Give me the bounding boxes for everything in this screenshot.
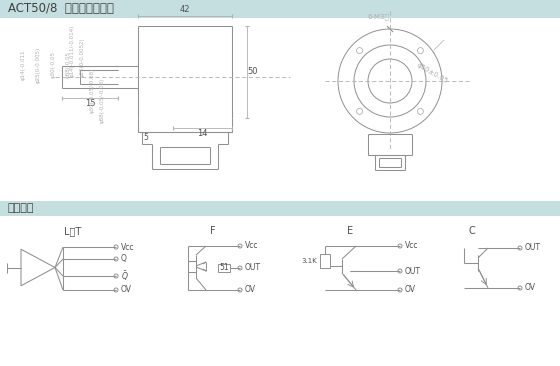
Text: Vcc: Vcc xyxy=(245,242,259,250)
Bar xyxy=(218,264,230,272)
Text: ACT50/8  电缆航插侧出型: ACT50/8 电缆航插侧出型 xyxy=(8,3,114,15)
Bar xyxy=(320,254,330,268)
Text: 5: 5 xyxy=(143,132,148,142)
Text: 42: 42 xyxy=(180,5,190,15)
Text: 15: 15 xyxy=(85,98,95,108)
Text: Vcc: Vcc xyxy=(405,242,418,250)
Text: φ50±0.05: φ50±0.05 xyxy=(416,61,449,84)
Text: 输出电路: 输出电路 xyxy=(8,203,35,213)
Text: L、T: L、T xyxy=(64,226,82,236)
Text: OV: OV xyxy=(121,285,132,295)
Bar xyxy=(0,0,560,18)
Text: OV: OV xyxy=(245,285,256,295)
Text: OUT: OUT xyxy=(525,243,541,253)
Bar xyxy=(0,18,560,201)
Bar xyxy=(0,216,560,366)
Text: $\bar{Q}$: $\bar{Q}$ xyxy=(121,269,129,283)
Text: Q: Q xyxy=(121,254,127,264)
Text: OUT: OUT xyxy=(245,264,261,273)
Text: OUT: OUT xyxy=(405,266,421,276)
Text: φ25(0-0.0052): φ25(0-0.0052) xyxy=(80,37,85,77)
Text: 6-M3深: 6-M3深 xyxy=(368,14,390,20)
Text: E: E xyxy=(347,226,353,236)
Text: 51: 51 xyxy=(219,264,229,273)
Text: φ14(-0.011: φ14(-0.011 xyxy=(21,50,26,80)
Text: ψ30(-0.05: ψ30(-0.05 xyxy=(50,52,55,78)
Text: 14: 14 xyxy=(197,128,208,138)
Text: OV: OV xyxy=(525,284,536,292)
Text: φ25(0-0.005): φ25(0-0.005) xyxy=(35,47,40,83)
Bar xyxy=(0,201,560,216)
Text: 3.1K: 3.1K xyxy=(301,258,317,264)
Text: F: F xyxy=(210,226,216,236)
Text: OV: OV xyxy=(405,285,416,295)
Text: C: C xyxy=(469,226,475,236)
Text: ψ88(-0.05: ψ88(-0.05 xyxy=(66,52,71,78)
Text: φ14(-0.011/-0.014): φ14(-0.011/-0.014) xyxy=(69,25,74,77)
Text: ψ88(-0.05/-0.08): ψ88(-0.05/-0.08) xyxy=(100,78,105,123)
Text: Vcc: Vcc xyxy=(121,243,134,251)
Text: ψ30(-0.05/-0.08): ψ30(-0.05/-0.08) xyxy=(90,68,95,113)
Text: 50: 50 xyxy=(248,67,258,76)
